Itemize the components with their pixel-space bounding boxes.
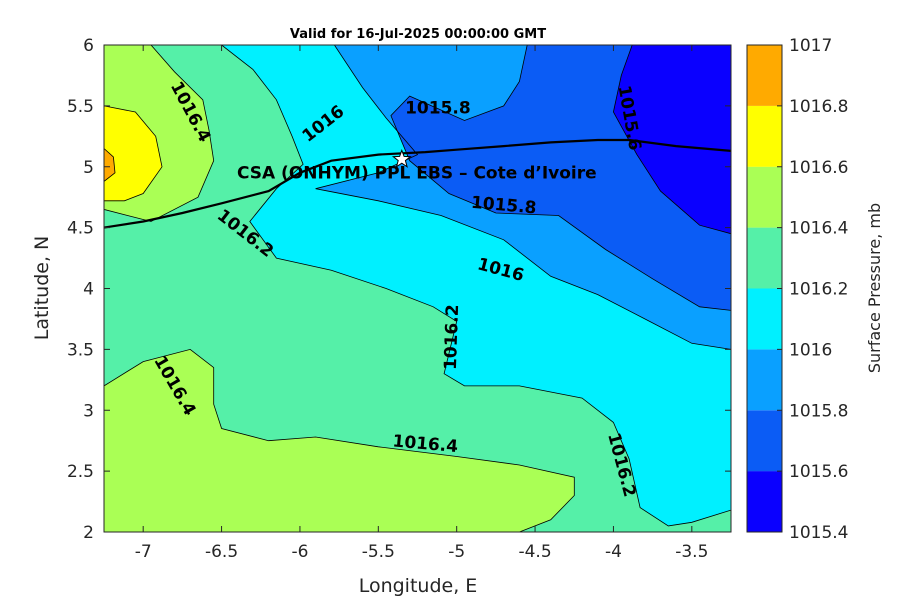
y-tick-label: 4.5 bbox=[67, 219, 94, 239]
contour-label-2: 1015.8 bbox=[405, 98, 471, 118]
contour-line-6 bbox=[390, 45, 731, 311]
contour-line-3 bbox=[104, 148, 116, 182]
x-tick-label: -6 bbox=[291, 542, 308, 562]
colorbar-tick-label: 1015.8 bbox=[789, 401, 848, 421]
colorbar: 1015.4 1015.6 1015.8 1016 1016.2 1016.4 1016.6… bbox=[746, 36, 848, 543]
colorbar-tick-label: 1016.2 bbox=[789, 280, 848, 300]
y-tick-label: 3 bbox=[83, 401, 94, 421]
x-tick-label: -4.5 bbox=[518, 542, 551, 562]
colorbar-tick-label: 1016.4 bbox=[789, 219, 848, 239]
x-tick-label: -6.5 bbox=[205, 542, 238, 562]
y-tick-label: 4 bbox=[83, 280, 94, 300]
contour-line-5 bbox=[315, 45, 731, 350]
contour-line-7 bbox=[612, 45, 731, 235]
contour-region-3 bbox=[104, 148, 115, 182]
y-tick-label: 5.5 bbox=[67, 97, 94, 117]
colorbar-tick-label: 1017 bbox=[789, 36, 832, 56]
y-tick-label: 2.5 bbox=[67, 462, 94, 482]
contour-line-2 bbox=[104, 105, 163, 202]
contour-line-4 bbox=[221, 45, 731, 527]
colorbar-tick-label: 1016.8 bbox=[789, 97, 848, 117]
y-axis: 2 2.5 3 3.5 4 4.5 5 5.5 6 bbox=[67, 36, 731, 543]
contour-region-2 bbox=[104, 105, 162, 201]
x-tick-label: -7 bbox=[135, 542, 152, 562]
y-tick-label: 2 bbox=[83, 523, 94, 543]
colorbar-tick-label: 1015.4 bbox=[789, 523, 848, 543]
colorbar-swatch bbox=[747, 227, 782, 289]
y-axis-label: Latitude, N bbox=[31, 236, 53, 341]
colorbar-swatch bbox=[747, 288, 782, 350]
colorbar-swatch bbox=[747, 349, 782, 411]
x-tick-label: -4 bbox=[605, 542, 622, 562]
colorbar-tick-label: 1016 bbox=[789, 340, 832, 360]
contour-fills bbox=[104, 45, 731, 532]
colorbar-label: Surface Pressure, mb bbox=[865, 203, 884, 373]
colorbar-swatch bbox=[747, 410, 782, 472]
colorbar-swatch bbox=[747, 45, 782, 106]
y-tick-label: 5 bbox=[83, 158, 94, 178]
contour-region-7 bbox=[613, 45, 731, 234]
colorbar-tick-label: 1016.6 bbox=[789, 158, 848, 178]
site-marker-group: CSA (ONHYM) PPL EBS – Cote d’Ivoire bbox=[237, 148, 597, 183]
contour-lines bbox=[104, 45, 731, 532]
x-axis-label: Longitude, E bbox=[359, 575, 478, 597]
y-tick-label: 6 bbox=[83, 36, 94, 56]
site-label: CSA (ONHYM) PPL EBS – Cote d’Ivoire bbox=[237, 163, 597, 183]
site-star-icon bbox=[391, 148, 412, 168]
contour-line-0 bbox=[104, 348, 575, 532]
colorbar-swatch bbox=[747, 471, 782, 532]
colorbar-tick-label: 1015.6 bbox=[789, 462, 848, 482]
y-tick-label: 3.5 bbox=[67, 340, 94, 360]
x-axis: -7 -6.5 -6 -5.5 -5 -4.5 -4 -3.5 bbox=[135, 45, 708, 562]
x-tick-label: -5 bbox=[448, 542, 465, 562]
colorbar-swatch bbox=[747, 105, 782, 167]
x-tick-label: -5.5 bbox=[362, 542, 395, 562]
contour-label-7: 1016.2 bbox=[441, 304, 463, 370]
chart-title: Valid for 16-Jul-2025 00:00:00 GMT bbox=[290, 27, 546, 42]
x-tick-label: -3.5 bbox=[675, 542, 708, 562]
colorbar-swatch bbox=[747, 166, 782, 228]
contour-line-1 bbox=[104, 45, 215, 222]
